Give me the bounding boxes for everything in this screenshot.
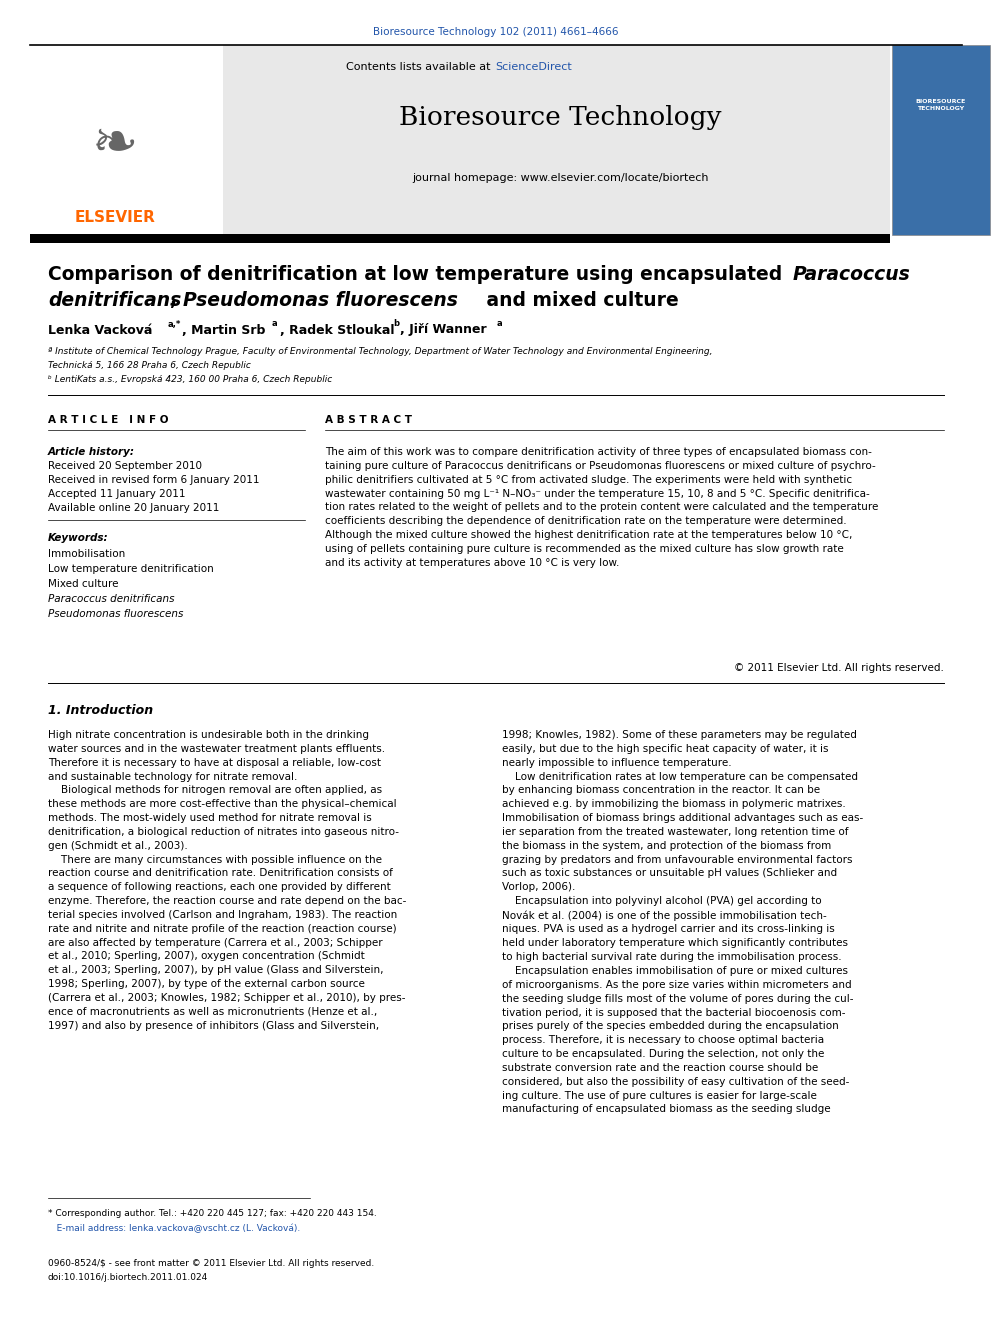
Text: © 2011 Elsevier Ltd. All rights reserved.: © 2011 Elsevier Ltd. All rights reserved…	[734, 663, 944, 673]
Text: 0960-8524/$ - see front matter © 2011 Elsevier Ltd. All rights reserved.: 0960-8524/$ - see front matter © 2011 El…	[48, 1258, 374, 1267]
Text: Lenka Vacková: Lenka Vacková	[48, 324, 153, 336]
Text: Accepted 11 January 2011: Accepted 11 January 2011	[48, 490, 186, 499]
Text: Pseudomonas fluorescens: Pseudomonas fluorescens	[48, 609, 184, 619]
Bar	[892, 45, 990, 235]
Text: ᵇ LentiKats a.s., Evropská 423, 160 00 Praha 6, Czech Republic: ᵇ LentiKats a.s., Evropská 423, 160 00 P…	[48, 376, 332, 385]
Text: Immobilisation: Immobilisation	[48, 549, 125, 560]
Text: and mixed culture: and mixed culture	[480, 291, 679, 310]
Text: 1. Introduction: 1. Introduction	[48, 704, 153, 717]
Text: Received in revised form 6 January 2011: Received in revised form 6 January 2011	[48, 475, 260, 486]
Text: , Martin Srb: , Martin Srb	[182, 324, 266, 336]
Bar	[30, 234, 890, 243]
Text: doi:10.1016/j.biortech.2011.01.024: doi:10.1016/j.biortech.2011.01.024	[48, 1274, 208, 1282]
Text: , Jiří Wanner: , Jiří Wanner	[400, 324, 487, 336]
Text: ScienceDirect: ScienceDirect	[495, 62, 571, 71]
Text: , Radek Stloukal: , Radek Stloukal	[280, 324, 395, 336]
Text: * Corresponding author. Tel.: +420 220 445 127; fax: +420 220 443 154.: * Corresponding author. Tel.: +420 220 4…	[48, 1208, 377, 1217]
Text: ❧: ❧	[91, 118, 138, 172]
Text: ª Institute of Chemical Technology Prague, Faculty of Environmental Technology, : ª Institute of Chemical Technology Pragu…	[48, 348, 712, 356]
Text: Bioresource Technology: Bioresource Technology	[399, 106, 721, 131]
Text: Mixed culture: Mixed culture	[48, 579, 118, 589]
Text: High nitrate concentration is undesirable both in the drinking
water sources and: High nitrate concentration is undesirabl…	[48, 730, 407, 1031]
Text: Pseudomonas fluorescens: Pseudomonas fluorescens	[183, 291, 458, 310]
Text: A R T I C L E   I N F O: A R T I C L E I N F O	[48, 415, 169, 425]
Text: The aim of this work was to compare denitrification activity of three types of e: The aim of this work was to compare deni…	[325, 447, 878, 568]
Text: a: a	[497, 319, 503, 328]
Bar	[30, 45, 223, 235]
Text: Paracoccus: Paracoccus	[793, 265, 911, 283]
Text: Paracoccus denitrificans: Paracoccus denitrificans	[48, 594, 175, 605]
Text: BIORESOURCE
TECHNOLOGY: BIORESOURCE TECHNOLOGY	[916, 99, 966, 111]
Text: b: b	[393, 319, 399, 328]
Text: ELSEVIER: ELSEVIER	[74, 210, 156, 225]
Text: journal homepage: www.elsevier.com/locate/biortech: journal homepage: www.elsevier.com/locat…	[412, 173, 708, 183]
Text: Contents lists available at: Contents lists available at	[345, 62, 490, 71]
Text: 1998; Knowles, 1982). Some of these parameters may be regulated
easily, but due : 1998; Knowles, 1982). Some of these para…	[502, 730, 863, 1114]
Text: Keywords:: Keywords:	[48, 533, 109, 542]
Text: Bioresource Technology 102 (2011) 4661–4666: Bioresource Technology 102 (2011) 4661–4…	[373, 26, 619, 37]
Text: Technická 5, 166 28 Praha 6, Czech Republic: Technická 5, 166 28 Praha 6, Czech Repub…	[48, 361, 251, 370]
Text: denitrificans: denitrificans	[48, 291, 182, 310]
Text: E-mail address: lenka.vackova@vscht.cz (L. Vacková).: E-mail address: lenka.vackova@vscht.cz (…	[48, 1224, 301, 1233]
Bar	[30, 45, 890, 235]
Text: A B S T R A C T: A B S T R A C T	[325, 415, 412, 425]
Text: Low temperature denitrification: Low temperature denitrification	[48, 564, 213, 574]
Text: Available online 20 January 2011: Available online 20 January 2011	[48, 503, 219, 513]
Text: Comparison of denitrification at low temperature using encapsulated: Comparison of denitrification at low tem…	[48, 265, 789, 283]
Text: Received 20 September 2010: Received 20 September 2010	[48, 460, 202, 471]
Text: a,*: a,*	[168, 319, 182, 328]
Text: a: a	[272, 319, 278, 328]
Text: ,: ,	[170, 291, 184, 310]
Text: Article history:: Article history:	[48, 447, 135, 456]
